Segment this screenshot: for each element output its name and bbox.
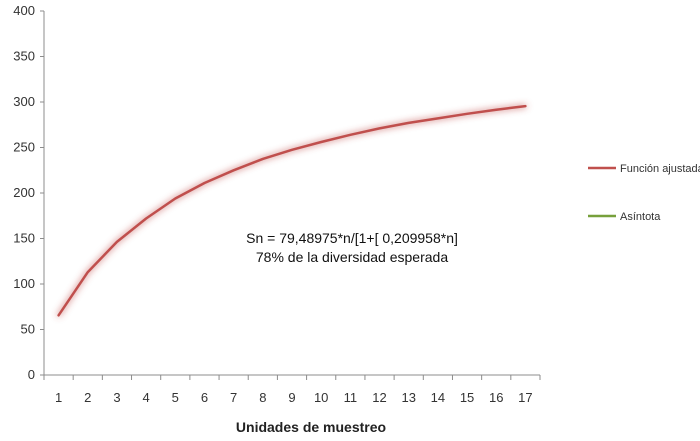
series-line-funcion-ajustada bbox=[57, 104, 527, 317]
y-tick-label: 300 bbox=[13, 94, 35, 109]
x-tick-label: 8 bbox=[259, 390, 266, 405]
diversity-annotation: 78% de la diversidad esperada bbox=[256, 249, 448, 265]
y-axis: 0 50 100 150 200 250 300 350 400 bbox=[13, 3, 45, 382]
x-tick-label: 17 bbox=[518, 390, 532, 405]
y-tick-label: 200 bbox=[13, 185, 35, 200]
x-tick-label: 2 bbox=[84, 390, 91, 405]
x-tick-label: 7 bbox=[230, 390, 237, 405]
y-tick-label: 50 bbox=[21, 322, 35, 337]
legend-label-funcion-ajustada: Función ajustada bbox=[620, 163, 700, 175]
x-tick-label: 10 bbox=[314, 390, 328, 405]
y-tick-label: 150 bbox=[13, 231, 35, 246]
x-tick-label: 14 bbox=[431, 390, 445, 405]
x-tick-label: 13 bbox=[401, 390, 415, 405]
legend: Función ajustada Asíntota bbox=[588, 163, 700, 223]
legend-label-asintota: Asíntota bbox=[620, 211, 661, 223]
x-tick-label: 12 bbox=[372, 390, 386, 405]
x-tick-label: 9 bbox=[288, 390, 295, 405]
y-tick-label: 100 bbox=[13, 276, 35, 291]
y-tick-label: 350 bbox=[13, 49, 35, 64]
x-tick-label: 3 bbox=[113, 390, 120, 405]
x-tick-label: 4 bbox=[143, 390, 150, 405]
y-tick-label: 400 bbox=[13, 3, 35, 18]
x-tick-label: 6 bbox=[201, 390, 208, 405]
x-axis-title: Unidades de muestreo bbox=[236, 419, 386, 435]
x-tick-label: 1 bbox=[55, 390, 62, 405]
x-tick-label: 5 bbox=[172, 390, 179, 405]
x-tick-label: 16 bbox=[489, 390, 503, 405]
y-tick-label: 0 bbox=[28, 367, 35, 382]
x-tick-label: 15 bbox=[460, 390, 474, 405]
x-tick-label: 11 bbox=[344, 390, 358, 405]
y-tick-label: 250 bbox=[13, 140, 35, 155]
formula-annotation: Sn = 79,48975*n/[1+[ 0,209958*n] bbox=[246, 230, 458, 246]
plot-area bbox=[57, 29, 527, 317]
x-axis: 1 2 3 4 5 6 7 8 9 10 11 12 13 14 15 16 17 bbox=[43, 374, 541, 405]
